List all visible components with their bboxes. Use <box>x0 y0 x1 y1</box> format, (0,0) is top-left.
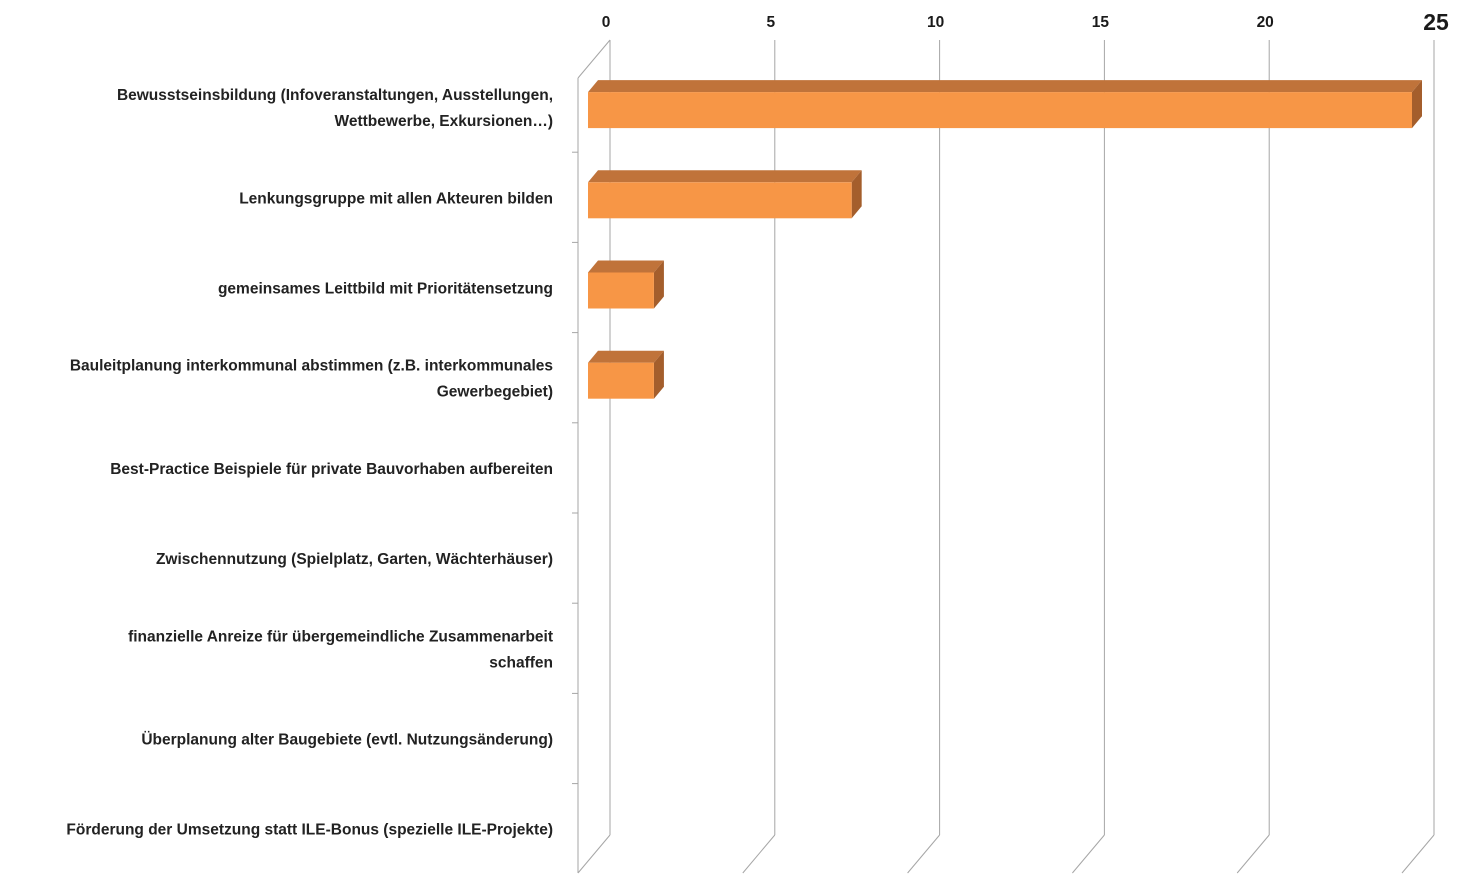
label-layer: Bewusstseinsbildung (Infoveranstaltungen… <box>66 87 553 839</box>
gridline <box>742 40 776 874</box>
x-tick-label: 10 <box>927 14 944 31</box>
gridline <box>1072 40 1105 874</box>
bar <box>588 170 862 219</box>
gridline <box>577 40 611 874</box>
gridline <box>1236 40 1270 874</box>
category-label: Lenkungsgruppe mit allen Akteuren bilden <box>239 190 553 207</box>
category-label: gemeinsames Leittbild mit Prioritätenset… <box>218 281 553 298</box>
category-label: Bauleitplanung interkommunal abstimmen (… <box>70 358 553 401</box>
tick-layer: 0 5 10 15 20 25 <box>602 9 1449 35</box>
bar <box>588 80 1422 129</box>
side-wall <box>577 39 611 873</box>
gridline <box>907 40 941 874</box>
category-label: finanzielle Anreize für übergemeindliche… <box>128 628 553 671</box>
category-label: Überplanung alter Baugebiete (evtl. Nutz… <box>141 732 553 749</box>
x-tick-label: 25 <box>1423 9 1449 35</box>
category-label: Bewusstseinsbildung (Infoveranstaltungen… <box>117 87 553 130</box>
x-tick-label: 20 <box>1257 14 1274 31</box>
category-label: Förderung der Umsetzung statt ILE-Bonus … <box>66 822 553 839</box>
grid-layer <box>572 39 1435 874</box>
x-tick-label: 5 <box>766 14 775 31</box>
bar <box>588 260 664 309</box>
gridline <box>1401 40 1435 874</box>
x-tick-label: 0 <box>602 14 611 31</box>
category-label: Best-Practice Beispiele für private Bauv… <box>110 461 553 478</box>
category-label: Zwischennutzung (Spielplatz, Garten, Wäc… <box>156 551 553 568</box>
x-tick-label: 15 <box>1092 14 1110 31</box>
bar <box>588 350 664 399</box>
bar-layer <box>588 80 1422 399</box>
